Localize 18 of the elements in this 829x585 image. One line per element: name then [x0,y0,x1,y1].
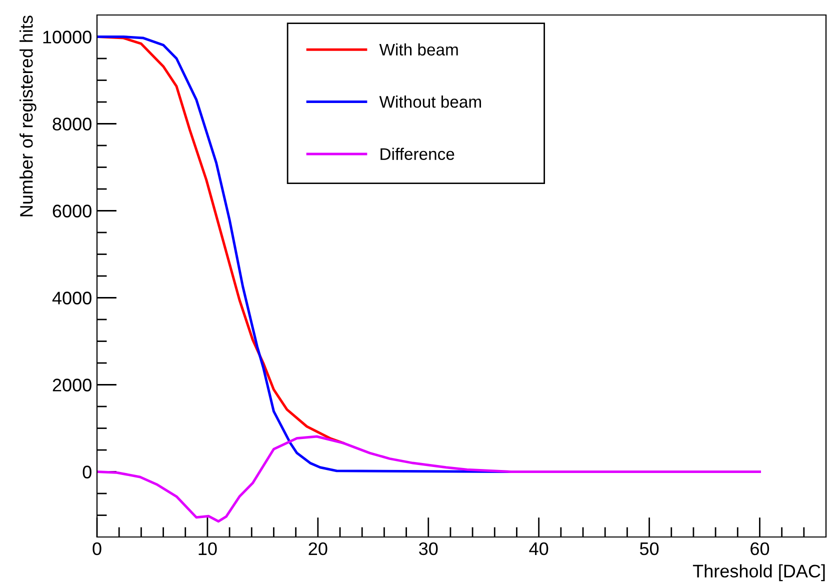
x-tick-label: 20 [308,542,328,556]
x-axis-title: Threshold [DAC] [692,564,825,582]
x-tick-label: 0 [92,542,102,556]
y-axis-title: Number of registered hits [20,16,36,216]
x-tick-label: 50 [640,542,659,556]
x-tick-label: 60 [750,542,770,556]
y-tick-label: 4000 [52,292,92,304]
y-tick-label: 6000 [52,204,92,218]
x-tick-label: 40 [529,542,548,556]
legend-label: Difference [380,148,454,160]
y-tick-label: 2000 [52,378,92,392]
y-tick-label: 0 [82,466,92,478]
y-tick-label: 10000 [43,30,92,44]
legend-label: Without beam [379,96,481,108]
y-tick-label: 8000 [52,118,92,130]
x-tick-label: 10 [198,542,217,556]
legend-label: With beam [379,43,458,56]
x-tick-label: 30 [419,542,438,556]
